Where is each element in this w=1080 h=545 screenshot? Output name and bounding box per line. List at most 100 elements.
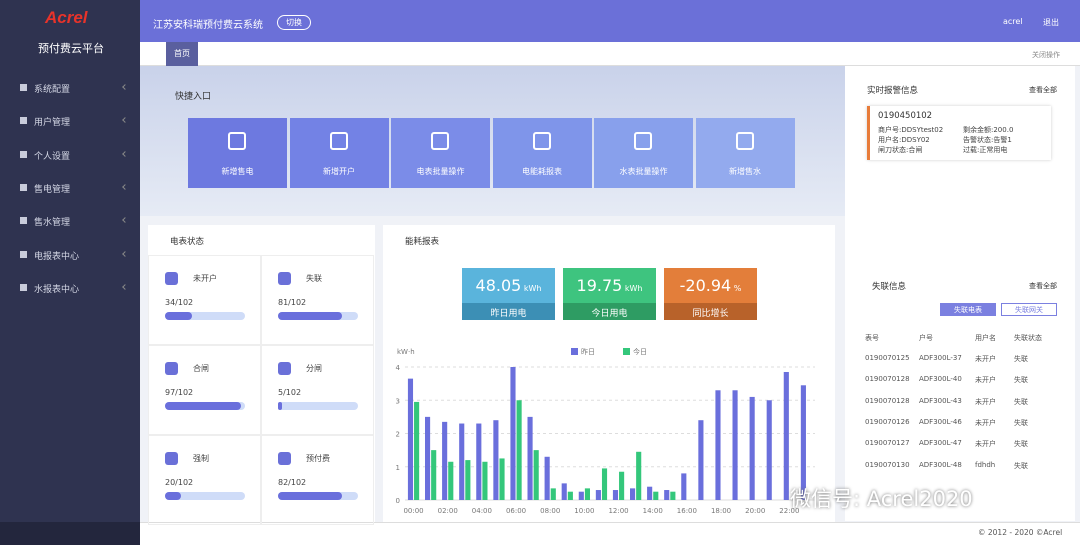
kpi-label: 同比增长 (692, 309, 729, 319)
status-card: 合闸 97/102 (148, 345, 261, 435)
table-cell: 0190070128 (865, 396, 910, 405)
table-cell: ADF300L-40 (919, 375, 962, 384)
status-count: 34/102 (165, 298, 194, 307)
bar (527, 416, 533, 500)
bar (425, 416, 431, 500)
tab-button[interactable]: 失联电表 (940, 303, 996, 316)
kpi-number: -20.94 (679, 276, 732, 295)
status-icon (278, 272, 291, 285)
quick-button[interactable]: 电能耗报表 (492, 118, 592, 188)
menu-item[interactable]: 系统配置 (34, 85, 71, 95)
progress-bar (165, 312, 192, 320)
bar (550, 488, 556, 500)
bar (647, 486, 653, 500)
status-icon (278, 452, 291, 465)
alarm-field: 剩余金额:200.0 (963, 126, 1014, 134)
switch-button[interactable]: 切换 (277, 15, 311, 30)
alarm-field: 过载:正常用电 (963, 146, 1008, 154)
quick-button[interactable]: 新增售水 (695, 118, 795, 188)
status-count: 81/102 (278, 298, 307, 307)
menu-icon (20, 217, 27, 225)
watermark: 微信号: Acrel2020 (790, 487, 973, 511)
logout[interactable]: 退出 (1043, 18, 1059, 27)
progress-track (165, 312, 245, 320)
logo: Acrel (45, 8, 88, 27)
x-tick-label: 10:00 (574, 507, 594, 515)
table-cell: 0190070127 (865, 439, 910, 448)
sidebar-bottom (0, 522, 140, 545)
table-cell: ADF300L-47 (919, 439, 962, 448)
kpi-value: 48.05 kWh (462, 276, 555, 295)
status-icon (278, 362, 291, 375)
tab-button[interactable]: 失联网关 (1001, 303, 1057, 316)
table-cell: 0190070126 (865, 417, 910, 426)
bar (601, 468, 608, 500)
x-tick-label: 20:00 (745, 507, 765, 515)
view-all[interactable]: 查看全部 (1029, 282, 1057, 290)
bar (670, 491, 676, 500)
y-tick-label: 0 (396, 497, 400, 505)
footer: © 2012 - 2020 ©Acrel (978, 528, 1063, 537)
bar (783, 371, 789, 500)
status-label: 预付费 (306, 454, 330, 463)
quick-button[interactable]: 新增售电 (188, 118, 287, 188)
quick-button[interactable]: 水表批量操作 (594, 118, 693, 188)
platform-name: 预付费云平台 (38, 42, 104, 55)
y-axis-label: kW·h (397, 348, 415, 356)
menu-item[interactable]: 售电管理 (34, 184, 71, 195)
table-cell: 未开户 (975, 397, 996, 406)
quick-icon (228, 132, 246, 150)
bar (630, 488, 636, 500)
kpi-footer (563, 303, 656, 320)
x-tick-label: 04:00 (472, 507, 492, 515)
table-cell: 未开户 (975, 355, 996, 363)
progress-track (278, 402, 358, 410)
status-count: 97/102 (165, 388, 194, 397)
bar (544, 456, 550, 500)
bar (499, 458, 505, 500)
bar (698, 420, 704, 500)
bar (595, 490, 601, 500)
kpi-box: 19.75 kWh 今日用电 (563, 268, 656, 320)
status-count: 20/102 (165, 478, 194, 487)
close-ops[interactable]: 关闭操作 (1032, 51, 1060, 59)
bar (715, 390, 721, 500)
menu-icon (20, 84, 27, 91)
menu-item[interactable]: 售水管理 (34, 218, 71, 229)
menu-item[interactable]: 水报表中心 (34, 284, 80, 295)
bar (567, 491, 573, 500)
menu-item[interactable]: 用户管理 (34, 118, 71, 129)
view-all[interactable]: 查看全部 (1029, 86, 1057, 94)
table-cell: 0190070130 (865, 460, 910, 469)
table-cell: fdhdh (975, 460, 996, 469)
bar (465, 460, 471, 500)
table-cell: 未开户 (975, 418, 996, 427)
bar (459, 423, 465, 500)
menu-item[interactable]: 电报表中心 (34, 251, 80, 262)
y-tick-label: 1 (396, 464, 400, 472)
bar (584, 488, 590, 500)
system-name: 江苏安科瑞预付费云系统 (153, 20, 263, 31)
kpi-unit: % (731, 284, 742, 293)
legend-label: 昨日 (581, 347, 595, 356)
quick-button[interactable]: 电表批量操作 (391, 118, 490, 188)
quick-icon (329, 132, 348, 150)
bar (407, 378, 414, 500)
menu-item[interactable]: 个人设置 (34, 151, 71, 162)
kpi-label: 今日用电 (591, 309, 628, 319)
tab-home[interactable]: 首页 (166, 42, 198, 66)
bar (732, 390, 738, 500)
progress-bar (165, 492, 181, 500)
status-count: 5/102 (278, 388, 302, 397)
panel-title: 能耗报表 (405, 237, 440, 247)
bar (414, 401, 420, 500)
progress-bar (165, 402, 242, 410)
alarm-id: 0190450102 (878, 111, 933, 121)
kpi-unit: kWh (622, 284, 643, 293)
panel-title: 实时报警信息 (867, 86, 919, 96)
legend-swatch (623, 348, 630, 355)
meter-panel: 电表状态 未开户 34/102 失联 81/102 合闸 97/102 分闸 5/102 强制 20… (148, 225, 375, 525)
quick-button[interactable]: 新增开户 (289, 118, 389, 188)
kpi-unit: kWh (521, 284, 542, 293)
bar (578, 491, 584, 500)
